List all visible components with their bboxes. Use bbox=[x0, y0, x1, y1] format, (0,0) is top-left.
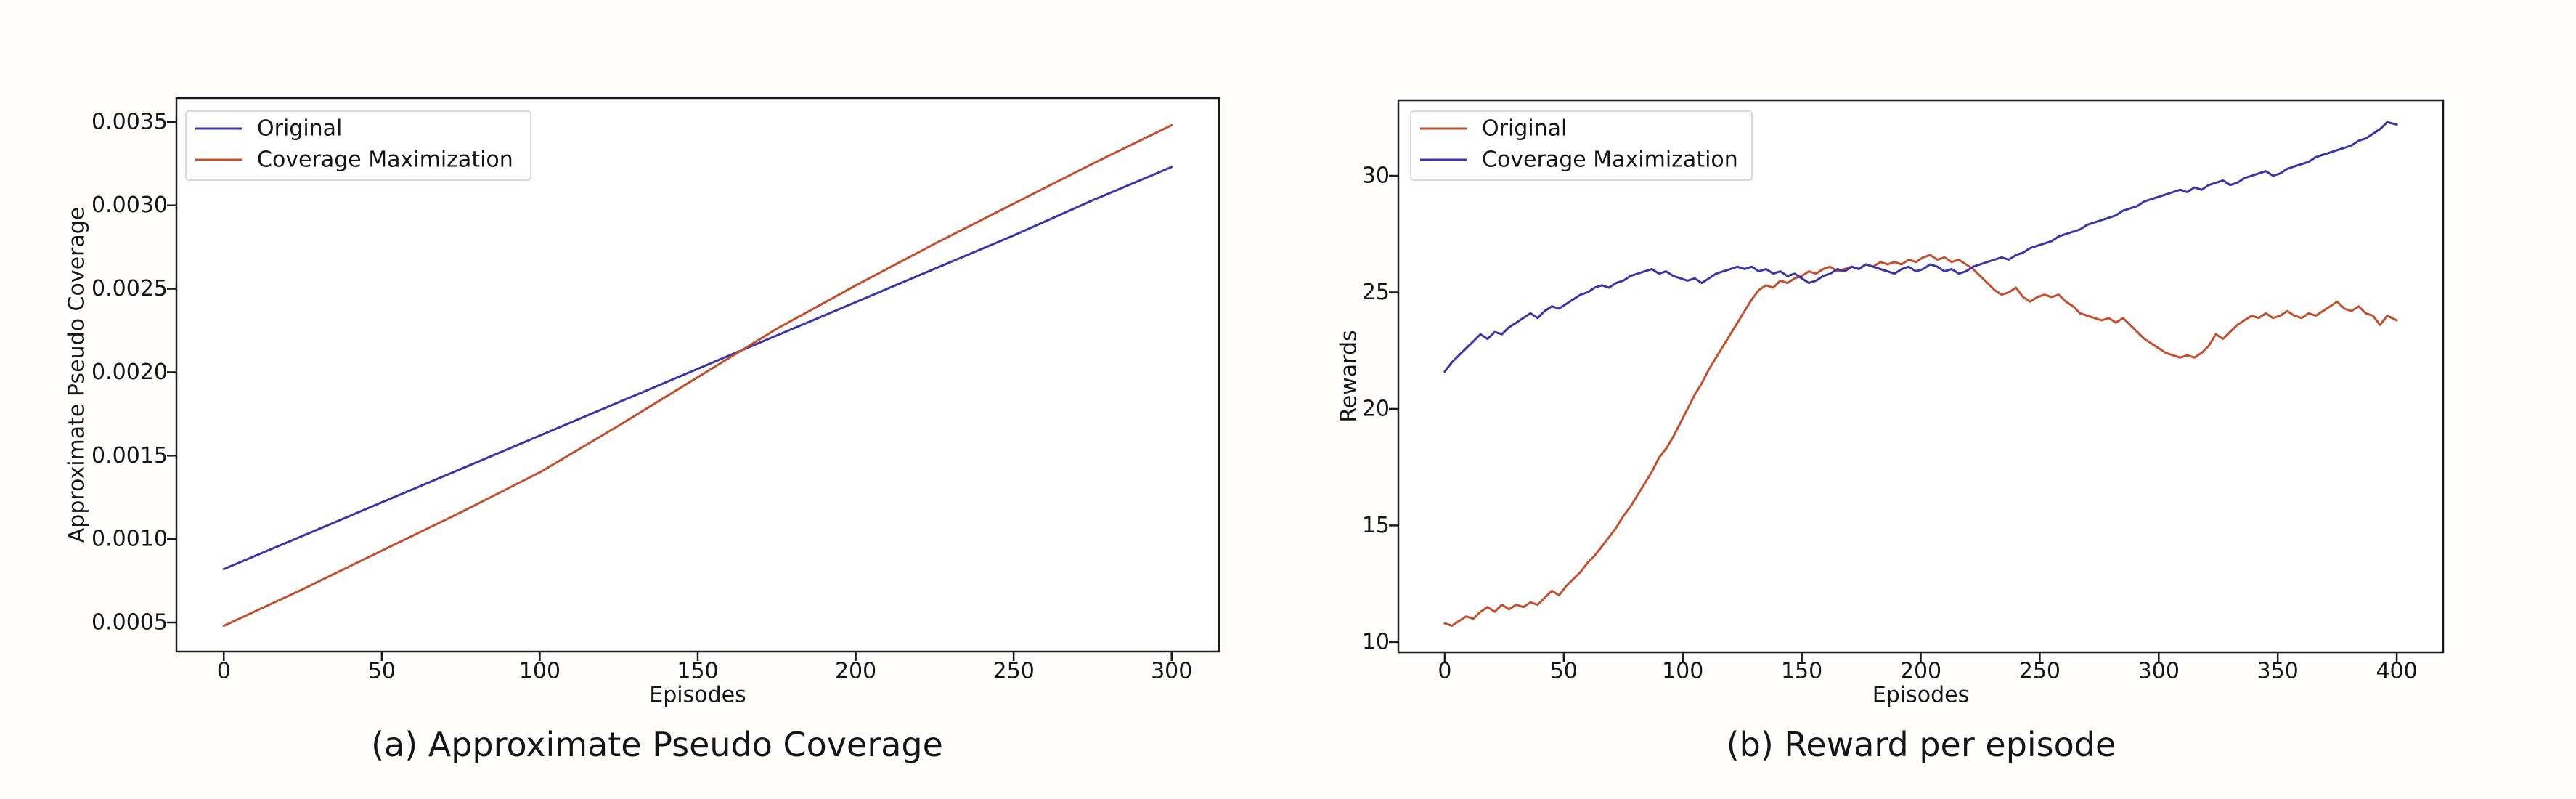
y-tick-label: 10 bbox=[1362, 629, 1390, 654]
y-tick-label: 0.0035 bbox=[91, 109, 168, 134]
x-tick-label: 50 bbox=[1550, 659, 1578, 684]
series-line-coverage-maximization bbox=[222, 123, 1173, 628]
x-tick-label: 350 bbox=[2257, 659, 2299, 684]
legend-entry-label: Original bbox=[257, 116, 342, 142]
legend-box bbox=[185, 110, 531, 181]
chart-b: 0 50 100 150 200 250 300 350 400 10 15 20 25 30 Episod… bbox=[1337, 99, 2445, 708]
y-tick-label: 0.0030 bbox=[91, 192, 168, 218]
x-tick-label: 150 bbox=[677, 659, 718, 684]
x-tick-label: 300 bbox=[2138, 659, 2180, 684]
y-tick-label: 0.0005 bbox=[91, 610, 168, 636]
caption-a: (a) Approximate Pseudo Coverage bbox=[371, 725, 943, 764]
legend-entry-label: Coverage Maximization bbox=[1482, 147, 1738, 173]
y-axis-label: Rewards bbox=[1337, 330, 1362, 422]
y-tick-label: 15 bbox=[1362, 513, 1390, 538]
x-axis-label: Episodes bbox=[649, 683, 746, 708]
axes-frame bbox=[175, 97, 1220, 653]
x-tick-label: 0 bbox=[1438, 659, 1451, 684]
y-tick-label: 30 bbox=[1362, 163, 1390, 188]
x-tick-label: 0 bbox=[217, 659, 231, 684]
x-tick-label: 300 bbox=[1151, 659, 1192, 684]
y-tick-label: 0.0015 bbox=[91, 443, 168, 469]
x-tick-label: 100 bbox=[1662, 659, 1703, 684]
axes-frame bbox=[1397, 99, 2445, 654]
y-tick-label: 25 bbox=[1362, 280, 1390, 305]
series-line-original bbox=[1443, 254, 2398, 627]
x-tick-label: 400 bbox=[2376, 659, 2417, 684]
x-tick-label: 250 bbox=[2019, 659, 2061, 684]
x-tick-label: 50 bbox=[368, 659, 396, 684]
x-tick-label: 200 bbox=[835, 659, 876, 684]
series-line-original bbox=[222, 166, 1173, 570]
x-tick-label: 150 bbox=[1781, 659, 1822, 684]
series-line-coverage-maximization bbox=[1443, 121, 2398, 373]
x-axis-label: Episodes bbox=[1872, 683, 1969, 708]
y-tick-label: 0.0010 bbox=[91, 527, 168, 552]
legend-entry-label: Coverage Maximization bbox=[257, 147, 513, 173]
legend-box bbox=[1410, 110, 1753, 181]
y-tick-label: 0.0025 bbox=[91, 276, 168, 301]
caption-b: (b) Reward per episode bbox=[1726, 725, 2116, 764]
legend-entry-label: Original bbox=[1482, 116, 1567, 142]
x-tick-label: 250 bbox=[993, 659, 1035, 684]
x-tick-label: 200 bbox=[1900, 659, 1941, 684]
y-tick-label: 0.0020 bbox=[91, 360, 168, 385]
y-axis-label: Approximate Pseudo Coverage bbox=[65, 207, 90, 543]
chart-a: 0 50 100 150 200 250 300 0.0005 0.0010 0.0015 0.00… bbox=[65, 97, 1220, 708]
x-tick-label: 100 bbox=[519, 659, 561, 684]
y-tick-label: 20 bbox=[1362, 396, 1390, 421]
